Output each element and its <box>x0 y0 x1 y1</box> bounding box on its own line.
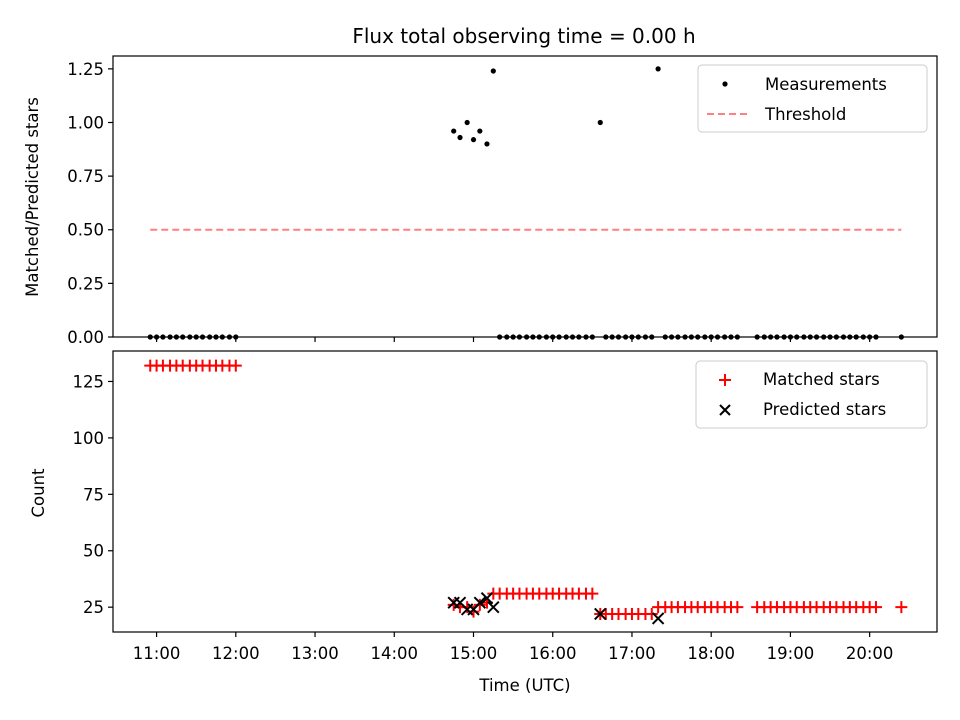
bottom-plot-marks <box>144 359 908 625</box>
measurements-point <box>457 134 463 141</box>
bottom-y-tick-label: 75 <box>83 485 104 504</box>
matched-stars-point <box>731 601 744 614</box>
bottom-x-tick-label: 19:00 <box>767 644 815 663</box>
measurements-point <box>470 137 477 143</box>
legend-predicted-stars-label: Predicted stars <box>763 400 886 419</box>
legend-matched-stars-marker <box>719 374 731 386</box>
top-panel: 0.00 0.25 0.50 0.75 1.00 1.25 Matched/Predict… <box>23 55 938 347</box>
top-y-tick-label: 0.00 <box>67 328 104 347</box>
legend-predicted-stars-marker <box>719 404 731 416</box>
bottom-y-tick-label: 100 <box>73 429 105 448</box>
legend-measurements-marker <box>722 81 728 87</box>
top-y-tick-label: 1.25 <box>67 60 104 79</box>
measurements-point <box>597 119 603 126</box>
predicted-stars-point <box>480 591 494 605</box>
matched-stars-point <box>473 598 486 611</box>
bottom-x-tick-label: 17:00 <box>608 644 656 663</box>
measurements-point <box>490 68 496 74</box>
matched-stars-point <box>869 601 882 614</box>
bottom-x-tick-label: 13:00 <box>291 644 339 663</box>
matched-stars-point <box>229 359 242 372</box>
bottom-y-tick-label: 125 <box>73 372 105 391</box>
legend-threshold-label: Threshold <box>764 105 846 124</box>
top-legend-box <box>697 64 928 133</box>
top-y-tick-label: 0.50 <box>67 221 104 240</box>
bottom-y-tick-label: 25 <box>83 598 104 617</box>
measurements-point <box>477 128 483 134</box>
bottom-x-tick-label: 18:00 <box>687 644 735 663</box>
predicted-stars-point <box>594 607 607 621</box>
legend-measurements-label: Measurements <box>765 75 887 94</box>
bottom-legend: Matched stars Predicted stars <box>695 360 928 429</box>
top-y-tick-label: 0.75 <box>67 167 104 186</box>
top-y-tick-label: 1.00 <box>67 113 104 132</box>
bottom-legend-box <box>695 360 928 429</box>
matched-stars-point <box>895 601 908 614</box>
matched-stars-point <box>586 587 599 600</box>
matched-stars-point <box>645 607 658 620</box>
bottom-y-tick-label: 50 <box>83 542 104 561</box>
top-y-ticks: 0.00 0.25 0.50 0.75 1.00 1.25 <box>67 60 113 347</box>
top-legend: Measurements Threshold <box>697 64 928 133</box>
bottom-x-tick-label: 12:00 <box>212 644 260 663</box>
top-y-tick-label: 0.25 <box>67 274 104 293</box>
predicted-stars-point <box>473 596 487 609</box>
bottom-x-tick-label: 11:00 <box>133 644 181 663</box>
legend-matched-stars-label: Matched stars <box>763 370 880 389</box>
chart-title: Flux total observing time = 0.00 h <box>352 24 695 48</box>
top-plot-frame <box>112 55 938 338</box>
top-x-ticks <box>155 337 871 342</box>
bottom-y-axis-label: Count <box>29 468 48 518</box>
bottom-panel: 25 50 75 100 125 11:00 12:00 13:00 14:00 15:00 16… <box>29 350 938 695</box>
bottom-plot-frame <box>112 350 938 633</box>
bottom-x-tick-label: 20:00 <box>846 644 894 663</box>
bottom-x-tick-label: 14:00 <box>370 644 418 663</box>
predicted-stars-point <box>651 612 665 625</box>
measurements-point <box>451 128 457 134</box>
bottom-x-tick-label: 15:00 <box>450 644 498 663</box>
measurements-point <box>464 119 470 126</box>
top-y-axis-label: Matched/Predicted stars <box>23 97 42 297</box>
measurements-point <box>655 66 661 72</box>
bottom-x-ticks: 11:00 12:00 13:00 14:00 15:00 16:00 17:00 18:00… <box>133 632 894 663</box>
predicted-stars-point <box>487 600 500 614</box>
bottom-y-ticks: 25 50 75 100 125 <box>73 372 113 617</box>
bottom-x-tick-label: 16:00 <box>529 644 577 663</box>
measurements-point <box>484 141 490 147</box>
bottom-x-axis-label: Time (UTC) <box>478 676 570 695</box>
